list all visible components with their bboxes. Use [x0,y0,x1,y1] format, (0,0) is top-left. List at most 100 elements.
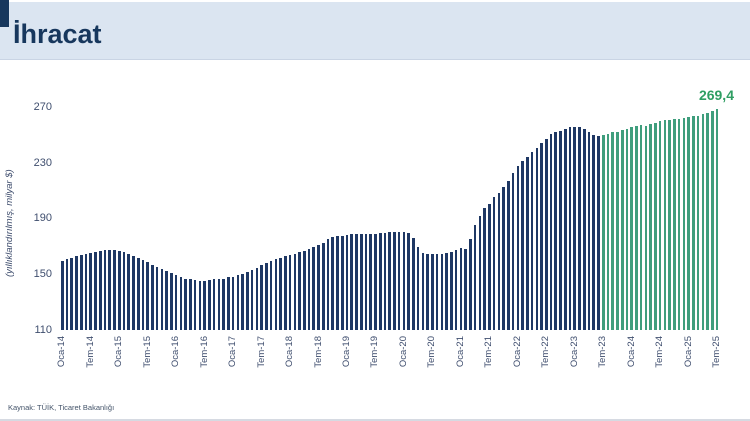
x-tick-Tem-17: Tem-17 [255,336,267,368]
bar-month-104 [554,131,558,330]
bar-month-43 [265,263,268,330]
bar-month-3 [75,256,78,330]
bar-month-102 [544,139,548,330]
bar-month-126 [658,121,662,330]
bar-month-83 [454,249,458,330]
bar-month-72 [402,232,406,330]
bar-month-21 [160,268,164,330]
bar-month-91 [492,197,496,330]
bar-month-128 [668,119,671,330]
bar-month-115 [606,133,610,330]
bar-month-101 [540,143,543,330]
bar-month-129 [673,119,676,330]
bar-month-38 [241,273,244,330]
bar-month-20 [155,266,159,330]
bar-month-92 [497,192,501,330]
bar-month-27 [189,279,192,330]
bar-month-132 [687,117,690,330]
bar-month-60 [345,234,349,330]
bar-month-131 [682,118,686,330]
bar-month-31 [208,280,211,330]
bar-month-76 [421,252,425,330]
x-tick-Oca-16: Oca-16 [170,336,182,368]
bar-month-78 [431,253,434,330]
bar-month-84 [459,248,463,330]
bar-month-12 [117,250,121,330]
bar-month-89 [483,207,486,330]
x-tick-Tem-16: Tem-16 [198,336,210,368]
bar-month-59 [340,235,344,330]
bar-month-4 [79,255,83,330]
bar-month-55 [321,242,325,330]
bar-month-52 [307,248,311,330]
bar-month-30 [203,280,206,330]
bar-month-77 [426,254,429,330]
bar-month-47 [284,256,287,330]
bar-month-135 [701,114,705,330]
x-tick-Oca-21: Oca-21 [454,336,466,368]
bar-month-122 [639,125,643,330]
bar-month-133 [692,116,695,330]
bar-month-109 [578,126,581,330]
bar-month-70 [393,232,396,330]
x-tick-Oca-24: Oca-24 [625,336,637,368]
bar-month-113 [597,136,600,330]
bar-month-23 [170,273,173,330]
bar-month-62 [355,234,358,330]
x-tick-Tem-22: Tem-22 [540,336,552,368]
x-tick-Oca-22: Oca-22 [511,336,523,368]
x-tick-Oca-23: Oca-23 [568,336,580,368]
bar-month-127 [663,120,667,330]
bar-month-66 [374,233,377,330]
bar-month-98 [526,157,529,330]
bar-month-48 [288,255,292,330]
bar-month-15 [132,255,135,330]
y-tick-230: 230 [33,156,52,169]
bar-month-40 [250,269,254,330]
bar-month-100 [535,148,539,330]
bar-month-88 [478,216,482,330]
bar-month-49 [293,253,297,330]
bar-month-0 [61,260,64,330]
bar-month-65 [369,234,373,330]
bar-month-138 [715,108,719,330]
y-tick-110: 110 [34,323,52,336]
x-tick-Tem-18: Tem-18 [312,336,324,368]
bar-month-93 [502,187,505,330]
bar-month-61 [350,234,354,330]
source-note: Kaynak: TÜİK, Ticaret Bakanlığı [8,403,115,412]
bar-month-119 [625,128,629,330]
bar-month-44 [269,261,273,330]
x-tick-Oca-18: Oca-18 [284,336,296,368]
bar-month-110 [582,129,586,330]
bar-month-130 [677,119,681,330]
bar-month-36 [231,276,235,330]
last-value-annotation: 269,4 [698,87,734,103]
bar-month-50 [298,252,301,330]
bar-month-8 [98,250,102,330]
page-title: İhracat [13,19,102,49]
bar-month-108 [573,126,577,330]
bar-month-32 [212,279,216,330]
bar-month-16 [136,257,140,330]
bar-month-137 [711,110,714,330]
bar-month-56 [326,239,330,330]
bar-month-118 [620,130,624,330]
bar-month-10 [108,249,112,330]
bar-month-74 [412,237,415,330]
bar-month-114 [601,135,605,330]
bar-month-85 [464,248,467,330]
bar-month-51 [302,250,306,330]
bar-month-18 [146,262,149,330]
bar-month-35 [227,277,230,330]
bar-month-37 [236,275,240,330]
bar-month-42 [260,265,263,330]
x-tick-Oca-15: Oca-15 [113,336,125,368]
bar-month-24 [174,275,178,330]
header-band: İhracat [0,2,750,60]
bar-month-13 [122,252,126,330]
bar-month-67 [378,232,382,330]
header-accent-bar [0,0,9,27]
bar-month-111 [587,132,591,330]
